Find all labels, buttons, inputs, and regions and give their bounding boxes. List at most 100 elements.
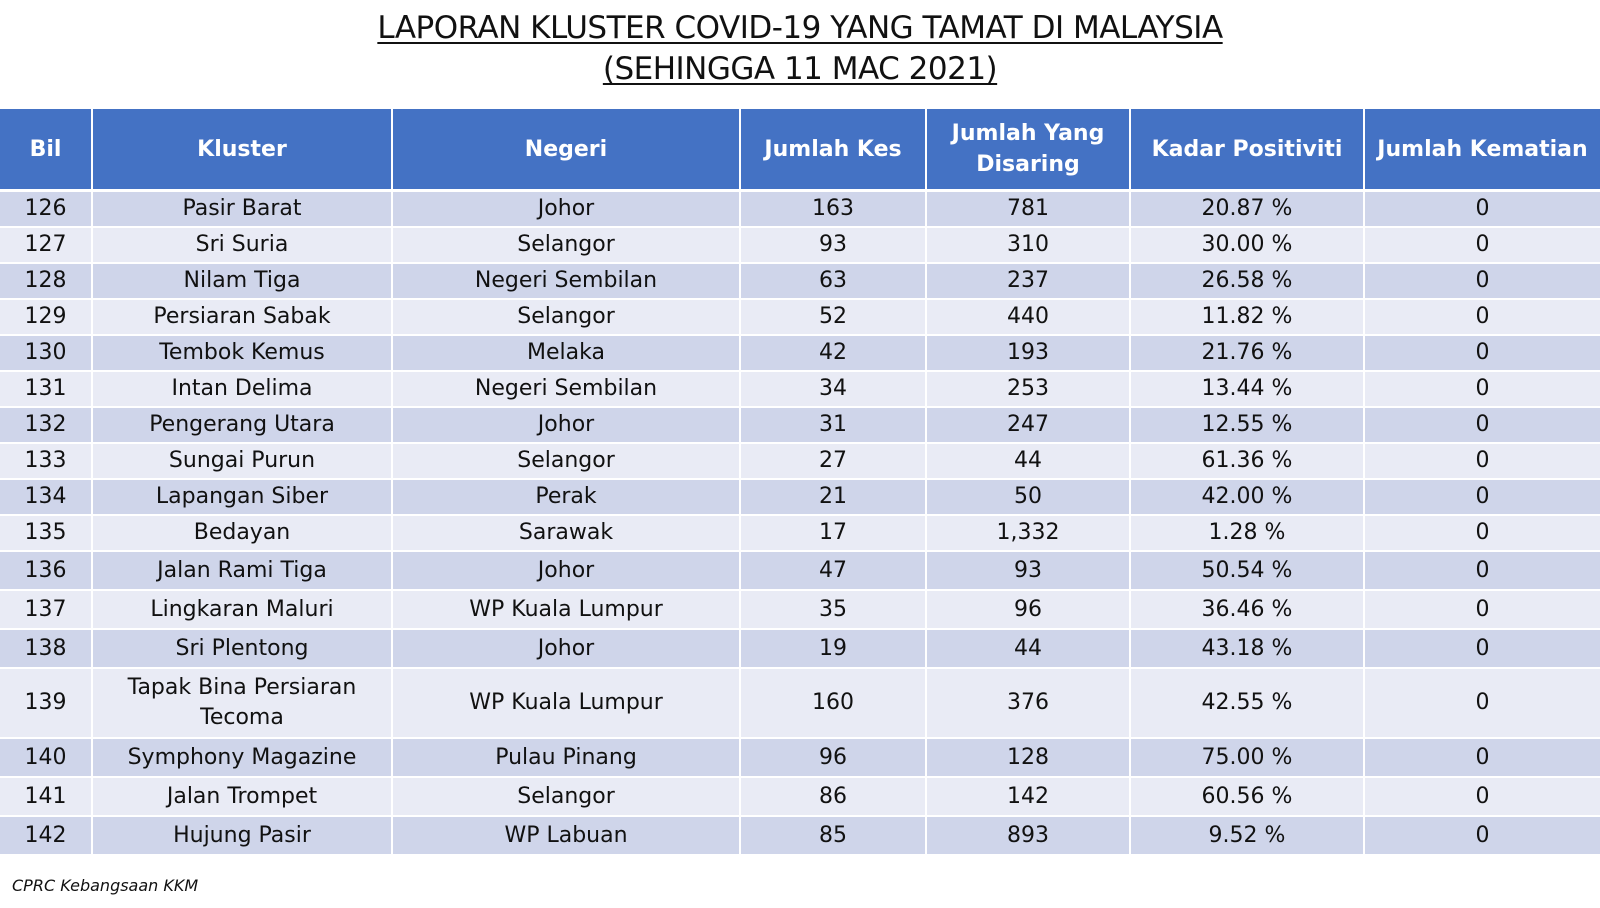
table-row: 135 Bedayan Sarawak 17 1,332 1.28 % 0 (0, 515, 1600, 552)
table-body: 126 Pasir Barat Johor 163 781 20.87 % 0 127 Sri … (0, 190, 1600, 856)
cell-jumlah-kes: 35 (740, 590, 927, 630)
cell-jumlah-kes: 96 (740, 738, 927, 778)
cell-negeri: Pulau Pinang (392, 738, 741, 778)
cell-kadar-positiviti: 42.55 % (1130, 668, 1365, 739)
cell-bil: 136 (0, 551, 93, 591)
cell-jumlah-kes: 31 (740, 407, 927, 444)
cell-negeri: Selangor (392, 777, 741, 817)
cell-kluster: Sri Plentong (92, 629, 393, 669)
cell-bil: 135 (0, 515, 93, 552)
cell-kadar-positiviti: 75.00 % (1130, 738, 1365, 778)
cell-bil: 129 (0, 299, 93, 336)
table-row: 142 Hujung Pasir WP Labuan 85 893 9.52 % 0 (0, 816, 1600, 856)
table-header-row: Bil Kluster Negeri Jumlah Kes Jumlah Yan… (0, 109, 1600, 192)
cell-jumlah-kematian: 0 (1364, 407, 1600, 444)
cell-bil: 137 (0, 590, 93, 630)
table-row: 131 Intan Delima Negeri Sembilan 34 253 13.44… (0, 371, 1600, 408)
cell-jumlah-kes: 34 (740, 371, 927, 408)
cell-bil: 131 (0, 371, 93, 408)
cell-jumlah-disaring: 310 (926, 227, 1131, 264)
cell-jumlah-kematian: 0 (1364, 479, 1600, 516)
cell-kadar-positiviti: 50.54 % (1130, 551, 1365, 591)
cell-kluster: Jalan Rami Tiga (92, 551, 393, 591)
table-row: 136 Jalan Rami Tiga Johor 47 93 50.54 % 0 (0, 551, 1600, 591)
cell-jumlah-kematian: 0 (1364, 190, 1600, 228)
cell-negeri: Negeri Sembilan (392, 371, 741, 408)
cell-kadar-positiviti: 36.46 % (1130, 590, 1365, 630)
cell-bil: 132 (0, 407, 93, 444)
cell-negeri: WP Labuan (392, 816, 741, 856)
cell-kluster: Tembok Kemus (92, 335, 393, 372)
cell-jumlah-kematian: 0 (1364, 263, 1600, 300)
cell-negeri: Johor (392, 551, 741, 591)
cell-kadar-positiviti: 42.00 % (1130, 479, 1365, 516)
cell-negeri: WP Kuala Lumpur (392, 590, 741, 630)
header-jumlah-disaring: Jumlah Yang Disaring (926, 109, 1131, 192)
table-row: 141 Jalan Trompet Selangor 86 142 60.56 % 0 (0, 777, 1600, 817)
cell-jumlah-disaring: 376 (926, 668, 1131, 739)
cell-jumlah-disaring: 1,332 (926, 515, 1131, 552)
cell-jumlah-kes: 47 (740, 551, 927, 591)
cell-jumlah-kes: 160 (740, 668, 927, 739)
cell-negeri: Melaka (392, 335, 741, 372)
cell-jumlah-disaring: 893 (926, 816, 1131, 856)
table-row: 137 Lingkaran Maluri WP Kuala Lumpur 35 96 36… (0, 590, 1600, 630)
cell-jumlah-kematian: 0 (1364, 668, 1600, 739)
cell-jumlah-disaring: 440 (926, 299, 1131, 336)
cell-negeri: Selangor (392, 443, 741, 480)
cell-kluster: Lapangan Siber (92, 479, 393, 516)
cell-kadar-positiviti: 1.28 % (1130, 515, 1365, 552)
cell-kadar-positiviti: 60.56 % (1130, 777, 1365, 817)
table-row: 126 Pasir Barat Johor 163 781 20.87 % 0 (0, 190, 1600, 228)
cell-negeri: Johor (392, 407, 741, 444)
cell-negeri: Perak (392, 479, 741, 516)
cell-jumlah-kes: 19 (740, 629, 927, 669)
cell-kadar-positiviti: 30.00 % (1130, 227, 1365, 264)
title-line-1: LAPORAN KLUSTER COVID-19 YANG TAMAT DI M… (377, 10, 1223, 46)
cell-negeri: Selangor (392, 227, 741, 264)
cell-kadar-positiviti: 43.18 % (1130, 629, 1365, 669)
cell-bil: 138 (0, 629, 93, 669)
cell-kluster: Pasir Barat (92, 190, 393, 228)
cell-jumlah-kes: 27 (740, 443, 927, 480)
cell-jumlah-kes: 85 (740, 816, 927, 856)
cluster-table: Bil Kluster Negeri Jumlah Kes Jumlah Yan… (0, 109, 1600, 856)
cell-kadar-positiviti: 11.82 % (1130, 299, 1365, 336)
cell-jumlah-kes: 42 (740, 335, 927, 372)
header-kadar-positiviti: Kadar Positiviti (1130, 109, 1365, 192)
cell-jumlah-disaring: 128 (926, 738, 1131, 778)
cell-jumlah-disaring: 44 (926, 629, 1131, 669)
cell-negeri: Sarawak (392, 515, 741, 552)
cell-jumlah-kematian: 0 (1364, 227, 1600, 264)
header-jumlah-kematian: Jumlah Kematian (1364, 109, 1600, 192)
table-row: 139 Tapak Bina Persiaran Tecoma WP Kuala L… (0, 668, 1600, 739)
cell-kadar-positiviti: 21.76 % (1130, 335, 1365, 372)
header-kluster: Kluster (92, 109, 393, 192)
cell-jumlah-kes: 86 (740, 777, 927, 817)
cell-jumlah-disaring: 781 (926, 190, 1131, 228)
source-note: CPRC Kebangsaan KKM (12, 876, 199, 895)
cell-kluster: Symphony Magazine (92, 738, 393, 778)
cell-jumlah-kes: 93 (740, 227, 927, 264)
cell-bil: 134 (0, 479, 93, 516)
cell-kluster: Tapak Bina Persiaran Tecoma (92, 668, 393, 739)
cell-jumlah-kes: 63 (740, 263, 927, 300)
cell-jumlah-disaring: 44 (926, 443, 1131, 480)
cell-kadar-positiviti: 9.52 % (1130, 816, 1365, 856)
cell-jumlah-kematian: 0 (1364, 629, 1600, 669)
cell-kadar-positiviti: 26.58 % (1130, 263, 1365, 300)
cell-jumlah-disaring: 93 (926, 551, 1131, 591)
cell-kadar-positiviti: 12.55 % (1130, 407, 1365, 444)
cell-bil: 130 (0, 335, 93, 372)
cell-kluster: Persiaran Sabak (92, 299, 393, 336)
cell-kluster: Bedayan (92, 515, 393, 552)
cell-jumlah-kematian: 0 (1364, 335, 1600, 372)
table-row: 133 Sungai Purun Selangor 27 44 61.36 % 0 (0, 443, 1600, 480)
cell-jumlah-kematian: 0 (1364, 590, 1600, 630)
table-row: 134 Lapangan Siber Perak 21 50 42.00 % 0 (0, 479, 1600, 516)
cell-jumlah-disaring: 50 (926, 479, 1131, 516)
cell-jumlah-disaring: 253 (926, 371, 1131, 408)
page-title: LAPORAN KLUSTER COVID-19 YANG TAMAT DI M… (0, 8, 1600, 94)
cell-negeri: Negeri Sembilan (392, 263, 741, 300)
cell-negeri: Johor (392, 190, 741, 228)
